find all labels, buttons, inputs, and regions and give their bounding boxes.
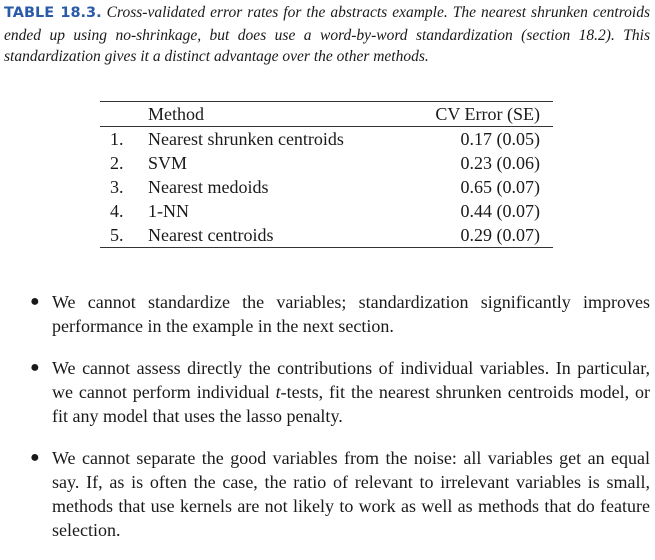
bullet-dot-icon: ● bbox=[30, 449, 40, 466]
row-method: Nearest medoids bbox=[148, 177, 269, 197]
row-num: 5. bbox=[110, 225, 124, 245]
bullet-text: We cannot standardize the variables; sta… bbox=[52, 292, 650, 336]
row-cv-error: 0.17 (0.05) bbox=[460, 129, 541, 149]
table-row: 5. Nearest centroids 0.29 (0.07) bbox=[100, 223, 553, 248]
header-method: Method bbox=[148, 104, 204, 124]
row-cv-error: 0.23 (0.06) bbox=[460, 153, 541, 173]
row-cv-error: 0.29 (0.07) bbox=[460, 225, 541, 245]
row-cv-error: 0.65 (0.07) bbox=[460, 177, 541, 197]
table-caption-text: Cross-validated error rates for the abst… bbox=[4, 4, 651, 65]
table-caption: TABLE 18.3. Cross-validated error rates … bbox=[4, 2, 650, 68]
row-cv-error: 0.44 (0.07) bbox=[460, 201, 541, 221]
table-row: 1. Nearest shrunken centroids 0.17 (0.05… bbox=[100, 127, 553, 152]
row-method: SVM bbox=[148, 153, 188, 173]
row-num: 2. bbox=[110, 153, 124, 173]
header-cv-error: CV Error (SE) bbox=[435, 104, 540, 124]
row-method: 1-NN bbox=[148, 201, 189, 221]
table-row: 4. 1-NN 0.44 (0.07) bbox=[100, 199, 553, 223]
bullet-item: ● We cannot standardize the variables; s… bbox=[20, 290, 650, 338]
bullet-item: ● We cannot separate the good variables … bbox=[20, 446, 650, 542]
table-row: 2. SVM 0.23 (0.06) bbox=[100, 151, 553, 175]
bullet-dot-icon: ● bbox=[30, 293, 40, 310]
bullet-list: ● We cannot standardize the variables; s… bbox=[20, 290, 650, 560]
row-num: 1. bbox=[110, 129, 124, 149]
row-method: Nearest shrunken centroids bbox=[148, 129, 344, 149]
table-header-row: Method CV Error (SE) bbox=[100, 101, 553, 127]
bullet-text: We cannot separate the good variables fr… bbox=[52, 448, 650, 540]
header-num bbox=[100, 102, 148, 127]
bullet-dot-icon: ● bbox=[30, 359, 40, 376]
row-method: Nearest centroids bbox=[148, 225, 274, 245]
table-caption-label: TABLE 18.3. bbox=[4, 5, 102, 21]
bullet-text: We cannot assess directly the contributi… bbox=[52, 358, 650, 426]
results-table-wrapper: Method CV Error (SE) 1. Nearest shrunken… bbox=[100, 101, 553, 248]
table-row: 3. Nearest medoids 0.65 (0.07) bbox=[100, 175, 553, 199]
row-num: 3. bbox=[110, 177, 124, 197]
row-num: 4. bbox=[110, 201, 124, 221]
bullet-item: ● We cannot assess directly the contribu… bbox=[20, 356, 650, 428]
results-table: Method CV Error (SE) 1. Nearest shrunken… bbox=[100, 101, 553, 248]
